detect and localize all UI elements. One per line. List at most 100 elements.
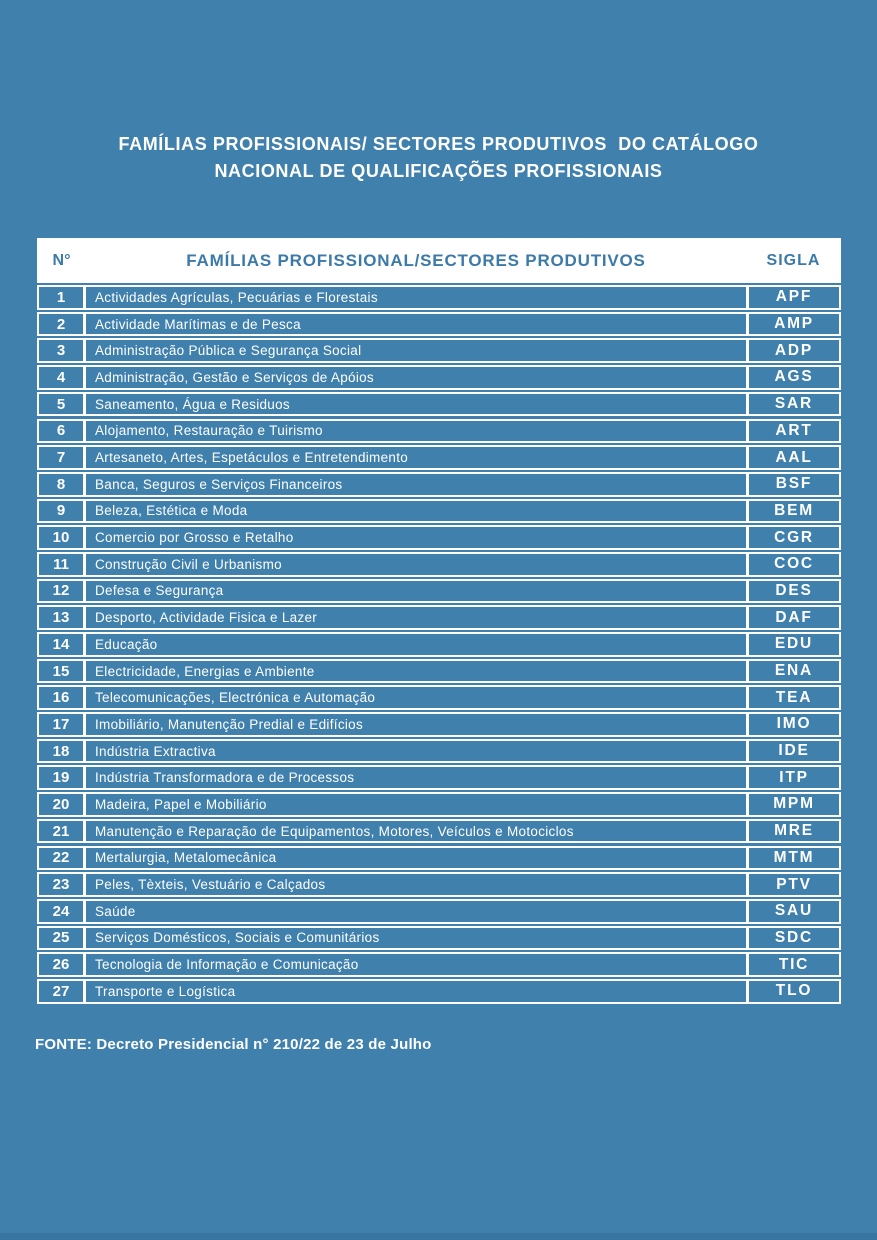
- row-sigla: BSF: [775, 475, 813, 493]
- row-family: Beleza, Estética e Moda: [86, 500, 749, 522]
- row-family: Electricidade, Energias e Ambiente: [86, 660, 749, 682]
- row-family: Imobiliário, Manutenção Predial e Edifíc…: [86, 714, 749, 735]
- row-family: Actividade Marítimas e de Pesca: [86, 313, 749, 335]
- page-title-line-2: NACIONAL DE QUALIFICAÇÕES PROFISSIONAIS: [214, 161, 663, 181]
- row-family: Madeira, Papel e Mobiliário: [86, 794, 749, 815]
- row-family: Tecnologia de Informação e Comunicação: [86, 954, 749, 975]
- row-number: 17: [39, 714, 86, 735]
- bottom-bar: [0, 1233, 877, 1240]
- row-family: Banca, Seguros e Serviços Financeiros: [86, 473, 749, 495]
- qualifications-table: N° FAMÍLIAS PROFISSIONAL/SECTORES PRODUT…: [37, 238, 841, 1004]
- table-row: 17 Imobiliário, Manutenção Predial e Edi…: [37, 712, 841, 737]
- row-family: Saneamento, Água e Residuos: [86, 393, 749, 415]
- row-family: Mertalurgia, Metalomecânica: [86, 847, 749, 869]
- row-number: 15: [39, 660, 86, 682]
- row-number: 26: [39, 954, 86, 975]
- table-row: 15 Electricidade, Energias e Ambiente EN…: [37, 658, 841, 684]
- row-sigla: AAL: [775, 448, 813, 466]
- row-sigla: DES: [775, 581, 813, 599]
- table-row: 10 Comercio por Grosso e Retalho CGR: [37, 525, 841, 550]
- row-family: Actividades Agrículas, Pecuárias e Flore…: [86, 287, 749, 308]
- row-number: 7: [39, 447, 86, 468]
- row-family: Administração, Gestão e Serviços de Apói…: [86, 367, 749, 388]
- row-sigla: EDU: [774, 635, 814, 653]
- table-row: 8 Banca, Seguros e Serviços Financeiros …: [37, 471, 841, 497]
- table-row: 1 Actividades Agrículas, Pecuárias e Flo…: [37, 285, 841, 310]
- row-sigla: ADP: [774, 341, 814, 359]
- row-family: Construção Civil e Urbanismo: [86, 553, 749, 575]
- row-number: 4: [39, 367, 86, 388]
- row-family: Administração Pública e Segurança Social: [86, 340, 749, 362]
- table-row: 9 Beleza, Estética e Moda BEM: [37, 498, 841, 524]
- table-row: 14 Educação EDU: [37, 632, 841, 657]
- table-row: 2 Actividade Marítimas e de Pesca AMP: [37, 311, 841, 337]
- row-sigla: APF: [775, 288, 813, 306]
- row-number: 23: [39, 874, 86, 895]
- row-family: Telecomunicações, Electrónica e Automaçã…: [86, 687, 749, 708]
- row-number: 6: [39, 420, 86, 442]
- table-row: 27 Transporte e Logística TLO: [37, 978, 841, 1004]
- table-row: 12 Defesa e Segurança DES: [37, 578, 841, 604]
- table-row: 4 Administração, Gestão e Serviços de Ap…: [37, 365, 841, 390]
- column-header-sigla: SIGLA: [766, 251, 821, 269]
- row-number: 13: [39, 607, 86, 628]
- row-number: 24: [39, 900, 86, 922]
- row-number: 19: [39, 767, 86, 789]
- row-sigla: ART: [775, 421, 813, 439]
- row-family: Saúde: [86, 900, 749, 922]
- row-sigla: DAF: [775, 608, 813, 626]
- row-number: 21: [39, 820, 86, 842]
- row-number: 1: [39, 287, 86, 308]
- row-family: Serviços Domésticos, Sociais e Comunitár…: [86, 927, 749, 949]
- row-sigla: SDC: [774, 928, 814, 946]
- row-number: 18: [39, 740, 86, 762]
- row-sigla: SAU: [774, 902, 814, 920]
- row-sigla: BEM: [774, 501, 814, 519]
- row-number: 5: [39, 393, 86, 415]
- table-row: 7 Artesaneto, Artes, Espetáculos e Entre…: [37, 445, 841, 470]
- row-sigla: TIC: [778, 955, 810, 973]
- table-row: 16 Telecomunicações, Electrónica e Autom…: [37, 685, 841, 710]
- row-number: 9: [39, 500, 86, 522]
- row-family: Desporto, Actividade Fisica e Lazer: [86, 607, 749, 628]
- table-row: 6 Alojamento, Restauração e Tuirismo ART: [37, 418, 841, 444]
- table-header-row: N° FAMÍLIAS PROFISSIONAL/SECTORES PRODUT…: [37, 238, 841, 283]
- row-number: 10: [39, 527, 86, 548]
- row-sigla: TEA: [775, 688, 813, 706]
- row-number: 12: [39, 580, 86, 602]
- table-row: 21 Manutenção e Reparação de Equipamento…: [37, 818, 841, 844]
- row-sigla: CGR: [774, 528, 814, 546]
- row-number: 22: [39, 847, 86, 869]
- row-sigla: MRE: [774, 822, 814, 840]
- page-title-line-1: FAMÍLIAS PROFISSIONAIS/ SECTORES PRODUTI…: [118, 134, 759, 154]
- row-family: Alojamento, Restauração e Tuirismo: [86, 420, 749, 442]
- row-sigla: IDE: [778, 742, 810, 760]
- row-sigla: IMO: [776, 715, 812, 733]
- row-number: 16: [39, 687, 86, 708]
- table-row: 20 Madeira, Papel e Mobiliário MPM: [37, 792, 841, 817]
- table-body: 1 Actividades Agrículas, Pecuárias e Flo…: [37, 285, 841, 1004]
- row-sigla: MTM: [773, 848, 815, 866]
- table-row: 24 Saúde SAU: [37, 898, 841, 924]
- row-family: Educação: [86, 634, 749, 655]
- row-family: Defesa e Segurança: [86, 580, 749, 602]
- table-row: 18 Indústria Extractiva IDE: [37, 738, 841, 764]
- page-title: FAMÍLIAS PROFISSIONAIS/ SECTORES PRODUTI…: [35, 131, 842, 185]
- row-number: 2: [39, 313, 86, 335]
- row-number: 25: [39, 927, 86, 949]
- row-family: Artesaneto, Artes, Espetáculos e Entrete…: [86, 447, 749, 468]
- row-family: Manutenção e Reparação de Equipamentos, …: [86, 820, 749, 842]
- table-row: 5 Saneamento, Água e Residuos SAR: [37, 391, 841, 417]
- source-note: FONTE: Decreto Presidencial n° 210/22 de…: [35, 1036, 432, 1053]
- row-sigla: MPM: [773, 795, 815, 813]
- row-family: Comercio por Grosso e Retalho: [86, 527, 749, 548]
- table-row: 11 Construção Civil e Urbanismo COC: [37, 551, 841, 577]
- table-row: 19 Indústria Transformadora e de Process…: [37, 765, 841, 791]
- row-sigla: AGS: [774, 368, 814, 386]
- table-row: 22 Mertalurgia, Metalomecânica MTM: [37, 845, 841, 871]
- row-family: Indústria Extractiva: [86, 740, 749, 762]
- row-sigla: PTV: [776, 875, 812, 893]
- row-sigla: COC: [774, 555, 814, 573]
- row-number: 8: [39, 473, 86, 495]
- table-row: 26 Tecnologia de Informação e Comunicaçã…: [37, 952, 841, 977]
